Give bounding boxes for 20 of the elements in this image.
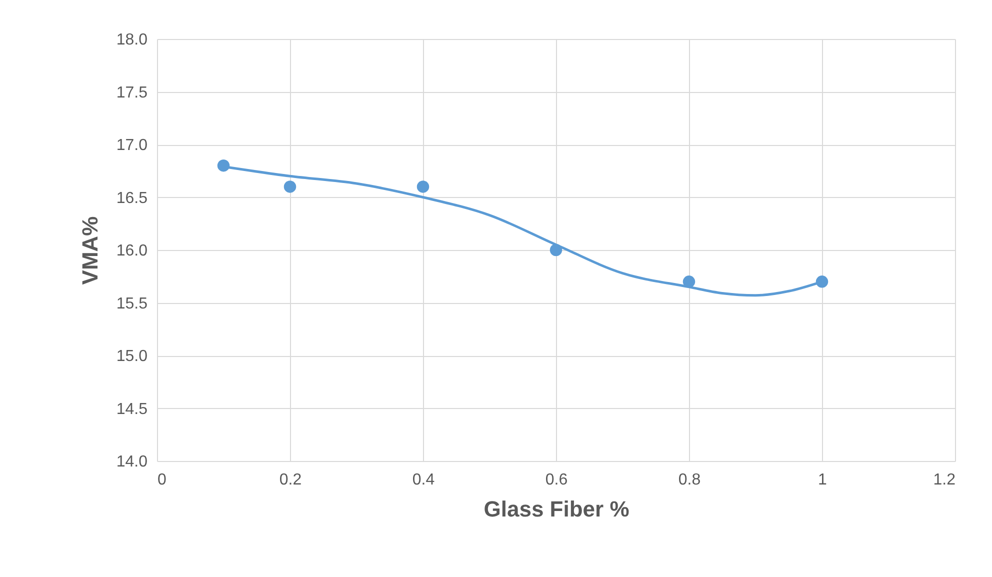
x-tick-label: 1 bbox=[818, 472, 828, 488]
point bbox=[416, 180, 430, 193]
y-tick-label: 18.0 bbox=[116, 32, 148, 48]
x-tick-label: 0 bbox=[158, 472, 166, 488]
y-tick-label: 14.5 bbox=[116, 400, 148, 418]
y-tick-label: 15.5 bbox=[116, 295, 148, 312]
x-tick-label: 0.4 bbox=[412, 472, 435, 488]
x-tick-label: 0.8 bbox=[678, 472, 701, 488]
y-tick-label: 16.0 bbox=[116, 242, 148, 260]
y-tick-label: 14.0 bbox=[116, 454, 148, 470]
y-tick-label: 17.5 bbox=[116, 84, 148, 102]
y-tick-label: 16.5 bbox=[116, 190, 148, 207]
x-tick-label: 1.2 bbox=[933, 472, 956, 488]
x-tick-label: 0.6 bbox=[545, 472, 568, 488]
x-axis-title: Glass Fiber % bbox=[484, 496, 630, 522]
y-tick-label: 15.0 bbox=[116, 348, 148, 365]
x-tick-label: 0.2 bbox=[279, 472, 302, 488]
y-tick-label: 17.0 bbox=[116, 137, 148, 154]
point bbox=[284, 180, 296, 193]
y-axis-title: VMA% bbox=[77, 216, 102, 285]
